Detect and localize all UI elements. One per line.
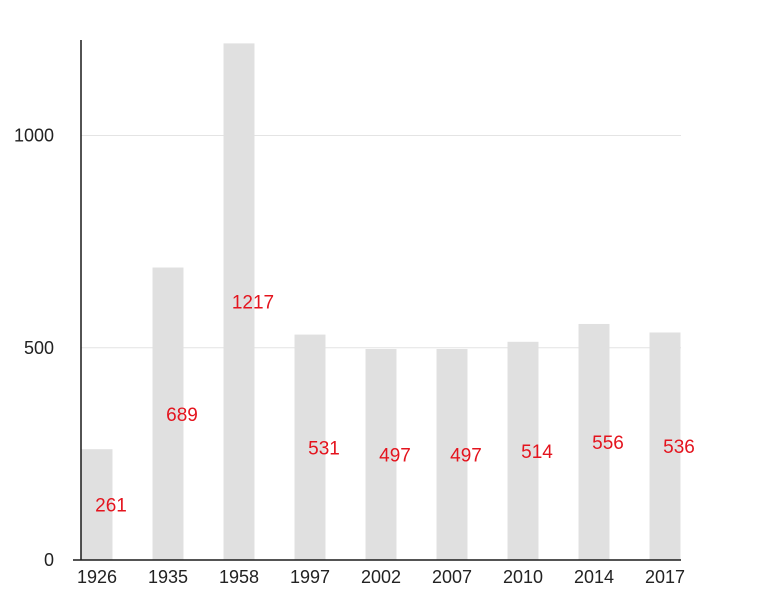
data-label-1958: 1217 — [232, 293, 274, 314]
data-label-2007: 497 — [450, 446, 482, 467]
x-tick-label-1926: 1926 — [77, 567, 117, 587]
x-tick-label-2017: 2017 — [645, 567, 685, 587]
data-label-2017: 536 — [663, 437, 695, 458]
bar-1958 — [223, 43, 255, 560]
bar-2007 — [436, 349, 468, 560]
bar-2002 — [365, 349, 397, 560]
x-tick-label-2007: 2007 — [432, 567, 472, 587]
x-tick-label-1958: 1958 — [219, 567, 259, 587]
bar-1935 — [152, 267, 184, 560]
y-tick-labels: 0 500 1000 — [14, 126, 54, 570]
x-tick-label-2010: 2010 — [503, 567, 543, 587]
data-label-1935: 689 — [166, 405, 198, 426]
x-tick-labels: 1926 1935 1958 1997 2002 2007 2010 2014 2017 — [77, 567, 685, 587]
axes — [73, 40, 681, 561]
y-tick-label-500: 500 — [24, 338, 54, 358]
y-tick-label-0: 0 — [44, 550, 54, 570]
bars — [81, 43, 681, 560]
bar-2017 — [649, 332, 681, 560]
data-label-1997: 531 — [308, 438, 340, 459]
x-tick-label-1935: 1935 — [148, 567, 188, 587]
x-tick-label-2002: 2002 — [361, 567, 401, 587]
y-tick-label-1000: 1000 — [14, 126, 54, 146]
bar-1926 — [81, 449, 113, 560]
data-label-2002: 497 — [379, 446, 411, 467]
data-label-2014: 556 — [592, 433, 624, 454]
x-tick-label-2014: 2014 — [574, 567, 614, 587]
bar-2014 — [578, 323, 610, 560]
data-label-2010: 514 — [521, 442, 553, 463]
x-tick-label-1997: 1997 — [290, 567, 330, 587]
data-label-1926: 261 — [95, 496, 127, 517]
bar-1997 — [294, 334, 326, 560]
data-labels: 261 689 1217 531 497 497 514 556 536 — [95, 293, 695, 517]
bar-2010 — [507, 341, 539, 560]
